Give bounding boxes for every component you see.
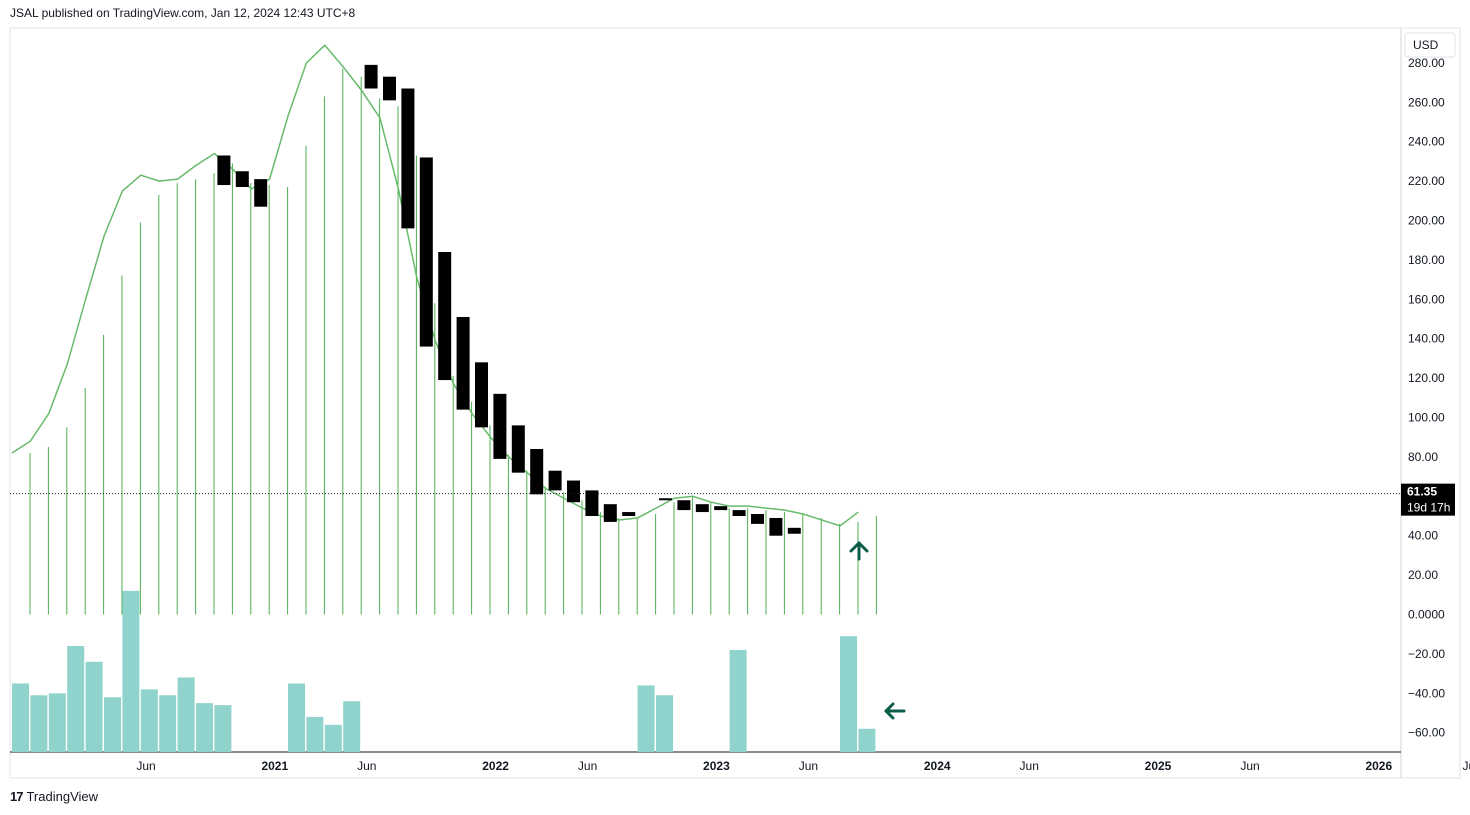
- histogram-bar: [104, 697, 121, 752]
- last-price-value: 61.35: [1407, 485, 1437, 499]
- candle: [585, 490, 599, 516]
- candle: [456, 317, 470, 410]
- x-tick-label: Jun: [357, 759, 376, 773]
- histogram-bar: [324, 724, 342, 752]
- candle: [751, 514, 764, 524]
- y-tick-label: 80.00: [1408, 450, 1438, 464]
- candle: [401, 88, 415, 229]
- brand-name: TradingView: [26, 789, 99, 804]
- candle: [364, 64, 378, 89]
- x-tick-label: Jur: [1462, 759, 1470, 773]
- candle: [235, 171, 249, 188]
- y-tick-label: 160.00: [1408, 292, 1445, 306]
- y-tick-label: 200.00: [1408, 214, 1445, 228]
- candle: [548, 470, 562, 491]
- histogram: [12, 590, 876, 752]
- up-arrow-icon: [849, 541, 869, 561]
- histogram-bar: [858, 728, 876, 752]
- x-tick-label: Jun: [799, 759, 818, 773]
- y-tick-label: −20.00: [1408, 647, 1445, 661]
- x-tick-label: 2024: [924, 759, 951, 773]
- left-arrow-icon: [884, 702, 906, 720]
- candle: [732, 510, 746, 516]
- y-tick-label: −60.00: [1408, 726, 1445, 740]
- price-scale[interactable]: 280.00 260.00 240.00 220.00 200.00 180.00 160.…: [1408, 56, 1445, 740]
- bar-countdown: 19d 17h: [1407, 501, 1450, 515]
- candle: [530, 449, 544, 495]
- y-tick-label: 120.00: [1408, 371, 1445, 385]
- y-tick-label: 40.00: [1408, 529, 1438, 543]
- histogram-bar: [288, 683, 305, 752]
- x-tick-label: 2022: [482, 759, 509, 773]
- y-tick-label: 180.00: [1408, 253, 1445, 267]
- moving-average: [11, 44, 859, 527]
- y-tick-label: 280.00: [1408, 56, 1445, 70]
- y-tick-label: 20.00: [1408, 568, 1438, 582]
- histogram-bar: [48, 693, 66, 752]
- x-tick-label: 2026: [1365, 759, 1392, 773]
- x-tick-label: 2023: [703, 759, 730, 773]
- histogram-bar: [306, 716, 324, 752]
- candle: [511, 425, 525, 473]
- y-tick-label: 100.00: [1408, 411, 1445, 425]
- tradingview-logo-icon: 17: [10, 789, 24, 804]
- histogram-bar: [140, 689, 158, 752]
- y-tick-label: 220.00: [1408, 174, 1445, 188]
- histogram-bar: [214, 705, 232, 752]
- y-tick-label: 0.0000: [1408, 608, 1445, 622]
- x-tick-label: 2021: [261, 759, 288, 773]
- candle: [493, 393, 507, 459]
- volume-lines: [29, 68, 877, 615]
- x-tick-label: Jun: [1240, 759, 1259, 773]
- histogram-bar: [343, 701, 361, 752]
- histogram-bar: [729, 649, 747, 752]
- publish-info: JSAL published on TradingView.com, Jan 1…: [10, 6, 356, 20]
- histogram-bar: [840, 636, 857, 752]
- candle: [383, 76, 396, 101]
- histogram-bar: [177, 677, 195, 752]
- candle: [622, 512, 636, 516]
- y-tick-label: 260.00: [1408, 95, 1445, 109]
- x-tick-label: Jun: [136, 759, 155, 773]
- candle: [254, 179, 268, 207]
- y-tick-label: 240.00: [1408, 135, 1445, 149]
- last-price-tag: 61.35 19d 17h: [1401, 483, 1455, 516]
- footer-brand[interactable]: 17 TradingView: [10, 789, 98, 804]
- candle: [659, 498, 672, 501]
- time-scale[interactable]: Jun 2021 Jun 2022 Jun 2023 Jun 2024 Jun 2025 Jun 20…: [136, 759, 1470, 773]
- currency-button[interactable]: USD: [1404, 32, 1456, 58]
- candle: [769, 517, 783, 536]
- candles: [217, 64, 801, 536]
- y-tick-label: −40.00: [1408, 686, 1445, 700]
- y-tick-label: 140.00: [1408, 332, 1445, 346]
- candle: [787, 527, 801, 534]
- candle: [677, 500, 691, 511]
- candle: [695, 504, 709, 513]
- x-tick-label: Jun: [578, 759, 597, 773]
- histogram-bar: [122, 590, 140, 752]
- candle: [438, 252, 452, 381]
- histogram-bar: [85, 661, 103, 752]
- x-tick-label: Jun: [1020, 759, 1039, 773]
- candle: [714, 506, 728, 511]
- histogram-bar: [12, 683, 29, 752]
- currency-label: USD: [1413, 38, 1439, 52]
- histogram-bar: [67, 646, 85, 752]
- histogram-bar: [30, 695, 48, 752]
- candle: [217, 155, 231, 186]
- candle: [419, 157, 433, 347]
- x-tick-label: 2025: [1145, 759, 1172, 773]
- histogram-bar: [637, 685, 655, 752]
- histogram-bar: [196, 703, 213, 752]
- histogram-bar: [656, 695, 673, 752]
- histogram-bar: [159, 695, 177, 752]
- candle: [567, 480, 580, 503]
- candle: [475, 362, 488, 428]
- ma-line: [11, 44, 859, 527]
- candle: [603, 504, 617, 522]
